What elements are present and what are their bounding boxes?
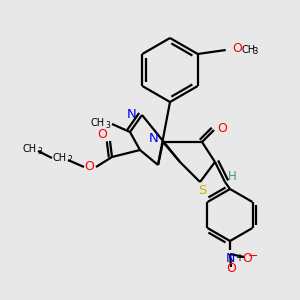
Text: −: − xyxy=(248,250,258,262)
Text: CH: CH xyxy=(242,45,256,55)
Text: O: O xyxy=(233,43,243,56)
Text: N: N xyxy=(225,253,235,266)
Text: +: + xyxy=(235,253,243,263)
Text: S: S xyxy=(198,184,206,196)
Text: O: O xyxy=(242,253,252,266)
Text: N: N xyxy=(126,107,136,121)
Text: O: O xyxy=(217,122,227,134)
Text: N: N xyxy=(148,133,158,146)
Text: 3: 3 xyxy=(38,148,42,157)
Text: 3: 3 xyxy=(253,46,258,56)
Text: O: O xyxy=(226,262,236,275)
Text: CH: CH xyxy=(53,153,67,163)
Text: CH: CH xyxy=(91,118,105,128)
Text: 2: 2 xyxy=(68,155,72,164)
Text: O: O xyxy=(84,160,94,173)
Text: 3: 3 xyxy=(106,121,110,130)
Text: CH: CH xyxy=(23,144,37,154)
Text: H: H xyxy=(228,169,236,182)
Text: O: O xyxy=(97,128,107,142)
